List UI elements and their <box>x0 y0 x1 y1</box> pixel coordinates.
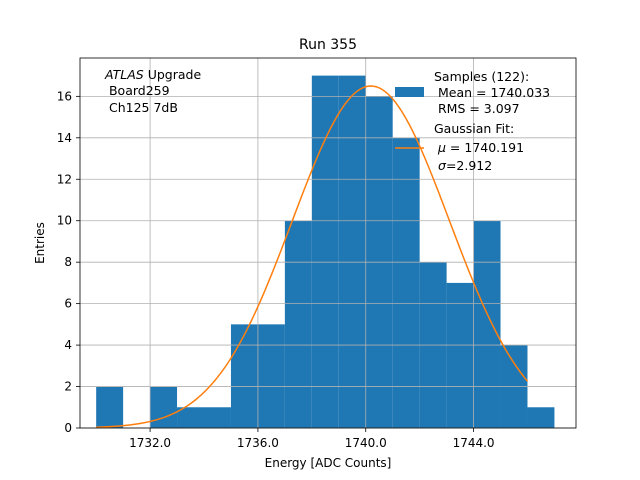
x-tick-label: 1736.0 <box>237 436 279 450</box>
histogram-bar <box>392 137 420 428</box>
y-tick-label: 0 <box>64 421 72 435</box>
histogram-bar <box>96 386 124 428</box>
histogram-bar <box>338 75 366 428</box>
y-tick-label: 12 <box>57 172 72 186</box>
histogram-bar <box>177 407 204 428</box>
y-tick-label: 14 <box>57 131 72 145</box>
gaussian-fit-curve <box>96 85 529 428</box>
y-tick-label: 2 <box>64 380 72 394</box>
x-axis-label: Energy [ADC Counts] <box>265 456 392 470</box>
x-tick-label: 1744.0 <box>453 436 495 450</box>
y-tick-label: 4 <box>64 338 72 352</box>
histogram-bar <box>284 220 312 428</box>
legend-sigma-value: =2.912 <box>446 158 492 173</box>
plot-frame <box>79 57 577 429</box>
annotation-line-1: ATLAS Upgrade <box>104 67 201 82</box>
y-axis-ticks: 0 2 4 6 8 10 12 14 16 <box>57 89 80 435</box>
legend-mu-value: = 1740.191 <box>446 140 524 155</box>
grid-lines <box>80 58 576 429</box>
legend-samples-swatch <box>395 87 424 97</box>
atlas-annotation: ATLAS Upgrade Board259 Ch125 7dB <box>104 67 201 115</box>
histogram-bar <box>311 75 339 428</box>
legend-sigma-symbol: σ <box>438 158 447 173</box>
histogram-bar <box>473 220 501 428</box>
histogram-bar <box>204 407 231 428</box>
annotation-atlas: ATLAS <box>104 67 144 82</box>
legend-mu-symbol: μ <box>437 140 446 155</box>
histogram-bar <box>150 386 178 428</box>
legend-fit-mu: μ = 1740.191 <box>437 140 524 155</box>
histogram-bar <box>527 407 555 428</box>
annotation-channel: Ch125 7dB <box>105 100 178 115</box>
y-tick-label: 8 <box>64 255 72 269</box>
annotation-upgrade: Upgrade <box>144 67 202 82</box>
y-tick-label: 6 <box>64 297 72 311</box>
legend-samples-mean: Mean = 1740.033 <box>434 85 550 100</box>
histogram-bar <box>230 324 258 428</box>
x-tick-label: 1732.0 <box>129 436 171 450</box>
legend-fit-sigma: σ=2.912 <box>438 158 492 173</box>
legend-fit-title: Gaussian Fit: <box>434 121 514 136</box>
histogram-bar <box>446 282 474 428</box>
legend-samples-title: Samples (122): <box>434 69 529 84</box>
y-tick-label: 10 <box>57 214 72 228</box>
y-tick-label: 16 <box>57 89 72 103</box>
annotation-board: Board259 <box>105 83 170 98</box>
histogram-bar <box>257 324 285 428</box>
legend-samples-rms: RMS = 3.097 <box>434 101 520 116</box>
y-axis-label: Entries <box>33 222 47 264</box>
legend: Samples (122): Mean = 1740.033 RMS = 3.0… <box>395 69 550 173</box>
x-tick-label: 1740.0 <box>345 436 387 450</box>
x-axis-ticks: 1732.0 1736.0 1740.0 1744.0 <box>129 428 495 450</box>
chart-title: Run 355 <box>299 37 357 53</box>
